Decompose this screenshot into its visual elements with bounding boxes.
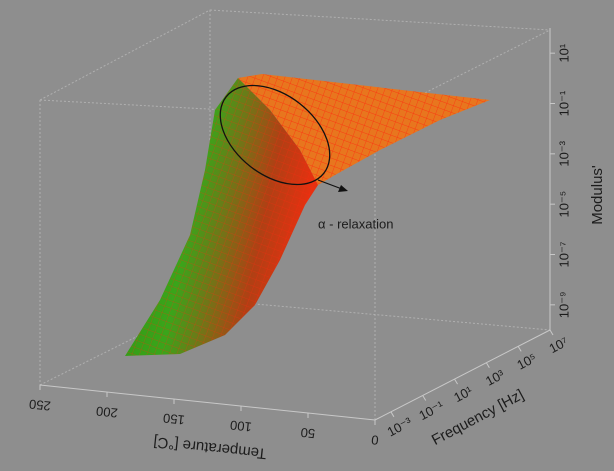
highlight-ellipse [219,84,331,186]
x-axis [39,384,376,421]
y-tick [454,378,458,385]
z-tick-label: 10⁻⁹ [556,291,571,318]
y-tick-label: 10⁻¹ [416,398,446,424]
y-tick [517,346,522,352]
x-tick-label: 100 [229,417,252,434]
y-tick-label: 10⁻³ [385,414,415,440]
x-tick-label: 200 [95,403,118,420]
y-tick-label: 10⁷ [547,334,571,356]
z-axis-label: Modulus' [589,165,606,225]
z-tick-label: 10⁻⁵ [556,191,571,218]
x-tick-label: 250 [28,396,51,413]
annotation: α - relaxation [318,216,393,231]
y-tick [549,329,554,336]
y-tick-label: 10¹ [451,383,475,405]
x-tick-label: 0 [371,432,380,448]
z-tick-label: 10⁻³ [556,140,571,166]
surface [125,74,490,356]
annotation-arrow [317,179,348,192]
y-tick-label: 10³ [483,366,507,388]
y-tick [485,362,490,368]
y-tick-label: 10⁵ [514,350,539,373]
z-tick-label: 10⁻¹ [556,90,571,116]
y-axis-label: Frequency [Hz] [429,386,527,449]
x-tick-label: 50 [300,425,316,441]
y-tick [390,411,395,418]
x-axis-label: Temperature [°C] [153,433,268,462]
z-tick-label: 10⁻⁷ [556,241,571,267]
z-tick-label: 10¹ [556,43,571,62]
y-tick [422,395,427,401]
y-axis [374,329,551,421]
x-tick-label: 150 [162,410,185,427]
